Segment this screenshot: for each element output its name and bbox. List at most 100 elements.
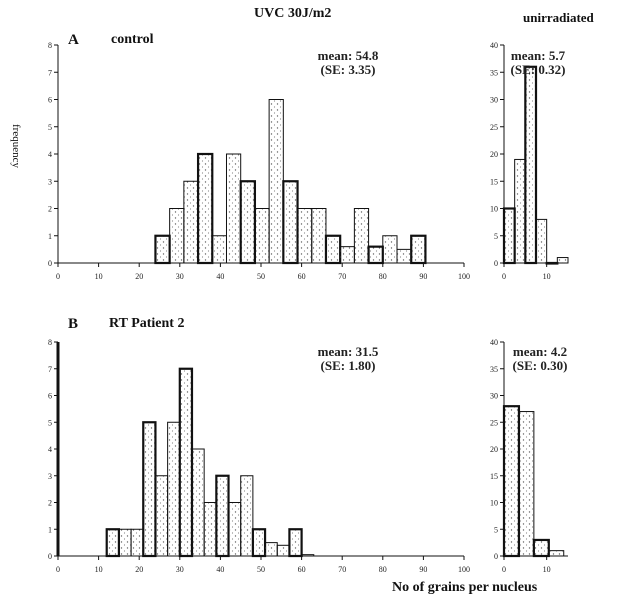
A-unirr-x-tick-label: 0 [502, 272, 506, 281]
B-irr-bar [215, 474, 230, 558]
A-irr-y-tick-label: 8 [48, 41, 52, 50]
A-irr-se-label: (SE: 3.35) [321, 62, 376, 77]
B-irr-bar [105, 528, 121, 558]
B-unirr-se-label: (SE: 0.30) [513, 358, 568, 373]
B-irr-x-tick-label: 30 [176, 565, 184, 574]
B-unirr-y-tick-label: 25 [490, 418, 498, 427]
A-unirr-y-tick-label: 35 [490, 68, 498, 77]
B-unirr-x-tick-label: 10 [543, 565, 551, 574]
A-irr-bar [353, 208, 370, 264]
panel-b-title: RT Patient 2 [109, 316, 185, 331]
B-unirr-y-tick-label: 35 [490, 365, 498, 374]
B-irr-y-tick-label: 5 [48, 418, 52, 427]
A-irr-y-tick-label: 0 [48, 259, 52, 268]
B-unirr-y-tick-label: 30 [490, 392, 498, 401]
B-irr-se-label: (SE: 1.80) [321, 358, 376, 373]
A-unirr-y-tick-label: 25 [490, 123, 498, 132]
A-unirr-y-tick-label: 20 [490, 150, 498, 159]
B-unirr-y-tick-label: 40 [490, 338, 498, 347]
B-irr-y-tick-label: 0 [48, 552, 52, 561]
A-unirr-y-tick-label: 0 [494, 259, 498, 268]
A-unirr-bar [545, 261, 559, 265]
y-axis-label: frequency [9, 124, 22, 168]
A-irr-bar [169, 208, 185, 264]
B-unirr-bar [532, 538, 550, 558]
B-unirr-y-tick-label: 15 [490, 472, 498, 481]
A-irr-x-tick-label: 60 [298, 272, 306, 281]
B-irr-bar [276, 544, 290, 557]
B-irr-y-tick-label: 8 [48, 338, 52, 347]
A-irr-bar [225, 153, 242, 264]
A-irr-x-tick-label: 30 [176, 272, 184, 281]
A-irr-bar [154, 234, 171, 265]
A-irr-x-tick-label: 10 [95, 272, 103, 281]
A-irr-bar [239, 180, 257, 265]
A-irr-bar [183, 180, 199, 264]
B-irr-x-tick-label: 0 [56, 565, 60, 574]
B-irr-x-tick-label: 50 [257, 565, 265, 574]
A-irr-bar [268, 99, 284, 264]
A-irr-x-tick-label: 0 [56, 272, 60, 281]
panel-b-letter: B [68, 316, 79, 332]
B-irr-bar [288, 528, 303, 558]
A-irr-y-tick-label: 5 [48, 123, 52, 132]
B-unirr-bar [548, 550, 565, 557]
B-irr-y-tick-label: 4 [48, 445, 52, 454]
B-irr-bar [130, 528, 144, 557]
B-irr-x-tick-label: 40 [216, 565, 224, 574]
A-unirr-y-tick-label: 30 [490, 96, 498, 105]
A-irr-x-tick-label: 80 [379, 272, 387, 281]
B-irr-bar [228, 502, 242, 557]
B-irr-bar [251, 528, 267, 558]
B-irr-y-tick-label: 1 [48, 525, 52, 534]
A-unirr-bar [502, 207, 516, 265]
A-irr-x-tick-label: 20 [135, 272, 143, 281]
A-irr-y-tick-label: 6 [48, 96, 52, 105]
B-irr-x-tick-label: 20 [135, 565, 143, 574]
B-irr-x-tick-label: 10 [95, 565, 103, 574]
B-irr-x-tick-label: 90 [419, 565, 427, 574]
uvc-header: UVC 30J/m2 [254, 6, 332, 21]
B-unirr-y-tick-label: 20 [490, 445, 498, 454]
B-irr-x-tick-label: 60 [298, 565, 306, 574]
A-irr-bar [211, 235, 227, 264]
B-irr-bar [264, 542, 278, 557]
A-irr-bar [339, 246, 355, 264]
B-irr-y-tick-label: 3 [48, 472, 52, 481]
A-irr-y-tick-label: 4 [48, 150, 52, 159]
B-irr-bar [191, 448, 205, 557]
A-irr-x-tick-label: 40 [216, 272, 224, 281]
A-unirr-se-label: (SE: 0.32) [511, 62, 566, 77]
B-unirr-x-tick-label: 0 [502, 565, 506, 574]
A-unirr-x-tick-label: 10 [543, 272, 551, 281]
A-unirr-bar [514, 158, 526, 264]
B-unirr-bar [518, 411, 535, 557]
A-unirr-bar [535, 218, 548, 264]
A-unirr-y-tick-label: 10 [490, 205, 498, 214]
B-irr-bar [167, 421, 181, 557]
A-irr-bar [382, 235, 398, 264]
B-irr-bar [178, 367, 194, 558]
A-irr-bar [396, 248, 412, 264]
A-irr-x-tick-label: 100 [458, 272, 470, 281]
panel-a-letter: A [68, 32, 79, 48]
B-irr-y-tick-label: 7 [48, 365, 52, 374]
A-unirr-bar [556, 257, 569, 264]
B-irr-x-tick-label: 100 [458, 565, 470, 574]
B-unirr-y-tick-label: 5 [494, 525, 498, 534]
B-irr-y-tick-label: 2 [48, 499, 52, 508]
B-irr-x-tick-label: 80 [379, 565, 387, 574]
A-irr-y-tick-label: 3 [48, 177, 52, 186]
B-irr-y-tick-label: 6 [48, 392, 52, 401]
A-unirr-bar [524, 65, 538, 265]
A-unirr-mean-label: mean: 5.7 [511, 48, 566, 63]
B-irr-bar [301, 554, 315, 557]
panel-a-title: control [111, 32, 154, 47]
A-unirr-y-tick-label: 40 [490, 41, 498, 50]
B-irr-mean-label: mean: 31.5 [318, 344, 379, 359]
A-unirr-y-tick-label: 15 [490, 177, 498, 186]
unirradiated-header: unirradiated [523, 10, 594, 25]
A-irr-bar [282, 180, 299, 265]
